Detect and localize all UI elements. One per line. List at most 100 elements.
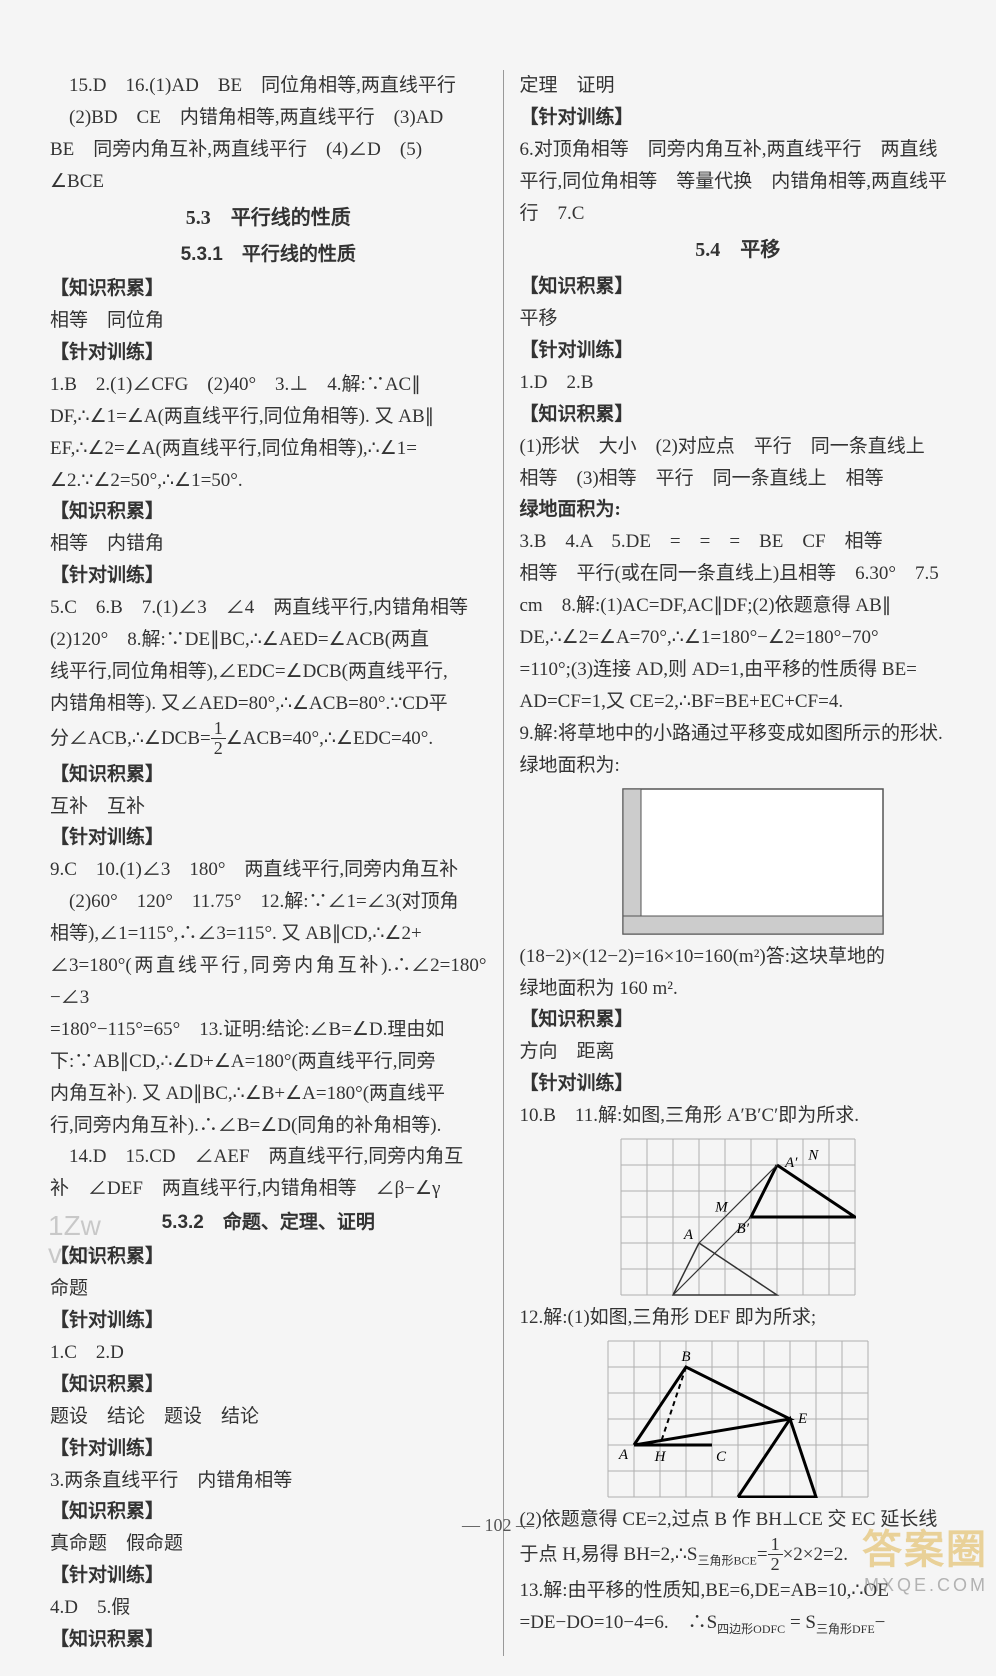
text: ∠3=180°(两直线平行,同旁内角互补).∴∠2=180°−∠3 [50,950,487,1014]
text: 9.解:将草地中的小路通过平移变成如图所示的形状. [520,718,957,750]
denominator: 2 [211,739,226,758]
triangle-translate-svg: MNABCA′B′C′ [620,1138,856,1296]
watermark-url: MXQE.COM [862,1575,988,1596]
svg-text:A: A [683,1227,694,1243]
heading-zhendui: 绿地面积为: [520,494,957,526]
heading-zhishi: 【知识积累】 [50,1241,487,1273]
text: 1.C 2.D [50,1337,487,1369]
fraction: 12 [768,1535,783,1574]
text: 6.对顶角相等 同旁内角互补,两直线平行 两直线 [520,134,957,166]
text: 行,同旁内角互补).∴∠B=∠D(同角的补角相等). [50,1110,487,1142]
watermark-right: 答案圈 MXQE.COM [862,1517,988,1596]
text: 内错角相等). 又∠AED=80°,∴∠ACB=80°.∵CD平 [50,688,487,720]
text: 3.两条直线平行 内错角相等 [50,1465,487,1497]
subsection-title-5-3-2: 5.3.2 命题、定理、证明 [50,1207,487,1239]
heading-zhishi: 【知识积累】 [50,496,487,528]
text: (2)60° 120° 11.75° 12.解:∵∠1=∠3(对顶角 [50,886,487,918]
text: =DE−DO=10−4=6. ∴S [520,1612,718,1633]
section-title-5-4: 5.4 平移 [520,234,957,268]
heading-zhishi: 【知识积累】 [50,759,487,791]
svg-text:H: H [653,1449,666,1465]
text: 相等),∠1=115°,∴∠3=115°. 又 AB∥CD,∴∠2+ [50,918,487,950]
text: 10.B 11.解:如图,三角形 A′B′C′即为所求. [520,1100,957,1132]
text: = [757,1544,768,1565]
text: BE 同旁内角互补,两直线平行 (4)∠D (5) [50,134,487,166]
column-divider [503,70,504,1656]
text: 相等 同位角 [50,305,487,337]
figure-lawn [520,788,957,935]
text: ×2×2=2. [783,1544,848,1565]
text: 绿地面积为: [520,750,957,782]
heading-zhishi: 【知识积累】 [520,271,957,303]
text: =180°−115°=65° 13.证明:结论:∠B=∠D.理由如 [50,1014,487,1046]
text: 方向 距离 [520,1036,957,1068]
heading-zhishi: 【知识积累】 [50,1369,487,1401]
text: 下:∵AB∥CD,∴∠D+∠A=180°(两直线平行,同旁 [50,1046,487,1078]
numerator: 1 [211,719,226,739]
svg-text:B: B [681,1349,690,1365]
text: 12.解:(1)如图,三角形 DEF 即为所求; [520,1302,957,1334]
watermark-left: 1Zw v.cn [48,1210,101,1270]
heading-zhishi: 【知识积累】 [50,273,487,305]
svg-text:A′: A′ [784,1155,798,1171]
text: (2)BD CE 内错角相等,两直线平行 (3)AD [50,102,487,134]
heading-zhendui: 【针对训练】 [50,1433,487,1465]
heading-zhendui: 【针对训练】 [50,1560,487,1592]
numerator: 1 [768,1535,783,1555]
text: 分∠ACB,∴∠DCB= [50,728,211,749]
text: ∠ACB=40°,∴∠EDC=40°. [226,728,433,749]
text: 1.D 2.B [520,367,957,399]
heading-zhendui: 【针对训练】 [520,335,957,367]
text: 5.C 6.B 7.(1)∠3 ∠4 两直线平行,内错角相等 [50,592,487,624]
svg-text:N: N [807,1148,819,1164]
text: 9.C 10.(1)∠3 180° 两直线平行,同旁内角互补 [50,854,487,886]
heading-zhendui: 【针对训练】 [50,337,487,369]
page-number: — 102 — [0,1515,996,1536]
page-columns: 15.D 16.(1)AD BE 同位角相等,两直线平行 (2)BD CE 内错… [0,0,996,1676]
subscript: 三角形DFE [816,1621,875,1635]
heading-zhishi: 【知识积累】 [520,1004,957,1036]
text: 相等 (3)相等 平行 同一条直线上 相等 [520,463,957,495]
text: =DE−DO=10−4=6. ∴S四边形ODFC = S三角形DFE− [520,1607,957,1639]
text: ∠2.∵∠2=50°,∴∠1=50°. [50,465,487,497]
text: 定理 证明 [520,70,957,102]
text: 行 7.C [520,198,957,230]
text: (2)120° 8.解:∵DE∥BC,∴∠AED=∠ACB(两直 [50,624,487,656]
lawn-svg [622,788,884,935]
text: AD=CF=1,又 CE=2,∴BF=BE+EC+CF=4. [520,686,957,718]
text: = S [785,1612,816,1633]
text: 相等 平行(或在同一条直线上)且相等 6.30° 7.5 [520,558,957,590]
text: 线平行,同位角相等),∠EDC=∠DCB(两直线平行, [50,656,487,688]
left-column: 15.D 16.(1)AD BE 同位角相等,两直线平行 (2)BD CE 内错… [50,70,487,1656]
text: 相等 内错角 [50,528,487,560]
figure-triangle-def: ABCHDEF [520,1340,957,1498]
heading-zhishi: 【知识积累】 [50,1624,487,1656]
text: 互补 互补 [50,791,487,823]
text: (18−2)×(12−2)=16×10=160(m²)答:这块草地的 [520,941,957,973]
heading-zhendui: 【针对训练】 [520,102,957,134]
text: 补 ∠DEF 两直线平行,内错角相等 ∠β−∠γ [50,1173,487,1205]
svg-text:E: E [797,1411,807,1427]
heading-zhendui: 【针对训练】 [520,1068,957,1100]
subscript: 三角形BCE [698,1553,757,1567]
text: 3.B 4.A 5.DE = = = BE CF 相等 [520,526,957,558]
denominator: 2 [768,1555,783,1574]
text: ∠BCE [50,166,487,198]
text: 分∠ACB,∴∠DCB=12∠ACB=40°,∴∠EDC=40°. [50,720,487,759]
svg-text:A: A [618,1447,629,1463]
heading-zhishi: 【知识积累】 [520,399,957,431]
subscript: 四边形ODFC [717,1621,785,1635]
text: DF,∴∠1=∠A(两直线平行,同位角相等). 又 AB∥ [50,401,487,433]
text: 4.D 5.假 [50,1592,487,1624]
svg-text:M: M [714,1200,729,1216]
text: 绿地面积为 160 m². [520,973,957,1005]
text: 15.D 16.(1)AD BE 同位角相等,两直线平行 [50,70,487,102]
watermark-text: v.cn [48,1238,101,1270]
heading-zhendui: 【针对训练】 [50,1305,487,1337]
fraction: 12 [211,719,226,758]
text: 命题 [50,1273,487,1305]
svg-text:B′: B′ [736,1221,749,1237]
text: DE,∴∠2=∠A=70°,∴∠1=180°−∠2=180°−70° [520,622,957,654]
subsection-title-5-3-1: 5.3.1 平行线的性质 [50,239,487,271]
text: − [875,1612,886,1633]
